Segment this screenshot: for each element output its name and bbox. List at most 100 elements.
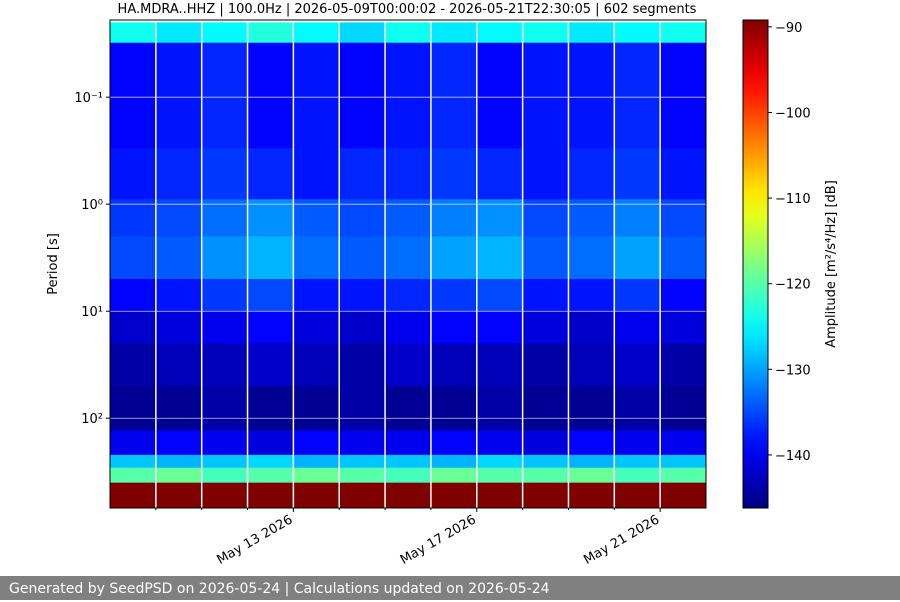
cell [293,482,340,509]
cell [430,454,478,469]
cell [339,236,386,280]
cell [155,148,203,200]
cell [522,454,569,469]
cell [614,236,661,280]
cell [568,482,615,509]
chart: HA.MDRA..HHZ | 100.0Hz | 2026-05-09T00:0… [46,2,839,568]
cell [476,467,524,484]
cell [660,42,707,149]
cell [155,386,203,431]
cell [201,42,249,149]
cell [247,42,294,149]
cell [385,482,432,509]
cell [110,279,157,312]
cell [110,311,157,344]
colorbar-tick-label: −140 [775,449,811,464]
cell [660,311,707,344]
cell [339,311,386,344]
cell [155,279,203,312]
cell [568,386,615,431]
cell [614,311,661,344]
cell [339,199,386,237]
cell [476,311,524,344]
cell [385,42,432,149]
cell [155,467,203,484]
cell [660,430,707,456]
cell [293,311,340,344]
cell [476,148,524,200]
x-tick-label: May 13 2026 [214,512,295,567]
cell [568,311,615,344]
cell [568,343,615,387]
cell [201,386,249,431]
colorbar-tick-label: −100 [775,106,811,121]
cell [614,42,661,149]
cell [660,236,707,280]
colorbar [742,19,769,509]
cell [339,22,386,44]
cell [339,386,386,431]
cell [385,454,432,469]
cell [201,22,249,44]
cell [201,148,249,200]
colorbar-tick-label: −110 [775,192,811,207]
cell [201,199,249,237]
cell [476,482,524,509]
cell [385,467,432,484]
cell [614,430,661,456]
cell [385,22,432,44]
cell [155,236,203,280]
cell [476,199,524,237]
cell [293,454,340,469]
colorbar-tick-label: −90 [775,21,802,36]
cell [568,279,615,312]
cell [339,343,386,387]
x-tick-label: May 21 2026 [581,512,662,567]
cell [110,343,157,387]
cell [568,22,615,44]
cell [614,386,661,431]
colorbar-label: Amplitude [m²/s⁴/Hz] [dB] [824,180,839,348]
cell [247,343,294,387]
cell [568,199,615,237]
cell [430,22,478,44]
cell [522,279,569,312]
cell [293,22,340,44]
cell [660,454,707,469]
cell [614,454,661,469]
cell [247,430,294,456]
cell [476,343,524,387]
cell [614,148,661,200]
cell [110,467,157,484]
cell [614,467,661,484]
cell [293,148,340,200]
colorbar-tick-label: −130 [775,363,811,378]
x-tick-label: May 17 2026 [398,512,479,567]
cell [155,199,203,237]
cell [430,467,478,484]
cell [430,311,478,344]
cell [110,199,157,237]
cell [430,343,478,387]
cell [110,430,157,456]
cell [247,467,294,484]
cell [522,343,569,387]
cell [201,279,249,312]
cell [660,482,707,509]
cell [110,42,157,149]
cell [385,279,432,312]
cell [660,279,707,312]
cell [293,430,340,456]
cell [293,42,340,149]
cell [385,343,432,387]
cell [522,482,569,509]
cell [201,454,249,469]
cell [522,42,569,149]
cell [247,199,294,237]
cell [385,148,432,200]
cell [110,22,157,44]
cell [430,430,478,456]
cell [201,467,249,484]
cell [568,148,615,200]
cell [339,430,386,456]
